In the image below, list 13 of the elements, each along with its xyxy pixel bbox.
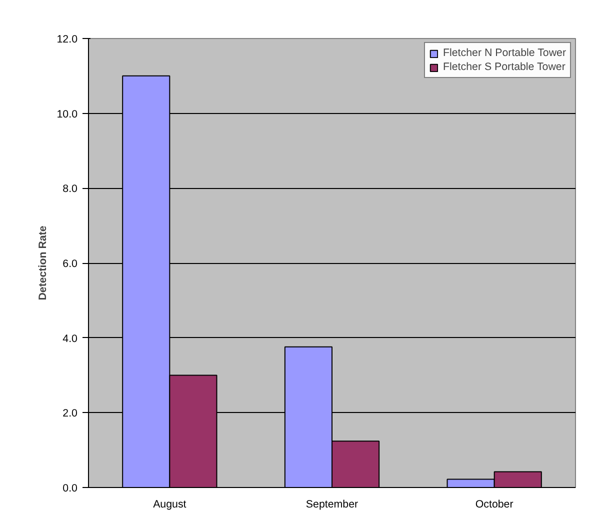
x-tick-label: August	[153, 498, 186, 510]
legend-label: Fletcher N Portable Tower	[443, 47, 566, 59]
x-tick-label: September	[306, 498, 359, 510]
y-tick-label: 6.0	[62, 258, 78, 270]
y-tick-label: 12.0	[56, 34, 78, 46]
y-tick-label: 2.0	[62, 408, 78, 420]
y-tick-label: 8.0	[62, 183, 78, 196]
x-tick-label: October	[475, 498, 514, 510]
legend-label: Fletcher S Portable Tower	[443, 61, 566, 73]
y-axis-title: Detection Rate	[36, 226, 49, 300]
y-tick-label: 0.0	[62, 482, 78, 494]
y-tick-label: 10.0	[56, 108, 78, 120]
y-tick-label: 4.0	[62, 332, 78, 345]
